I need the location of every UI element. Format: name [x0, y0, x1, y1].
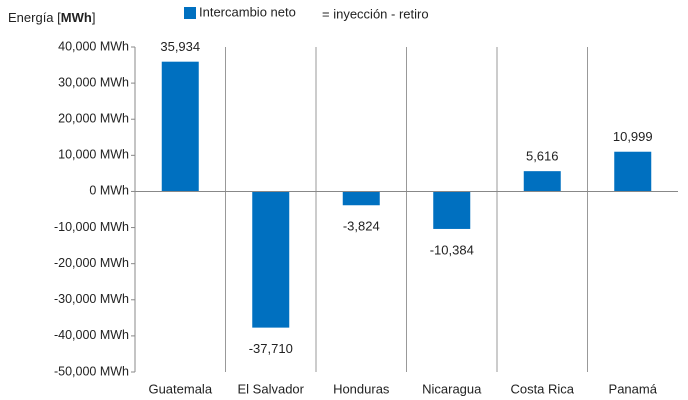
y-tick-label: 20,000 MWh — [58, 112, 129, 126]
legend-swatch — [184, 7, 196, 19]
annotation: = inyección - retiro — [322, 6, 429, 21]
bar — [161, 61, 199, 192]
y-tick-label: -50,000 MWh — [54, 364, 129, 378]
y-tick-label: -30,000 MWh — [54, 292, 129, 306]
bar — [342, 191, 380, 206]
bar — [523, 171, 561, 192]
bar — [252, 191, 290, 328]
data-label: -10,384 — [430, 242, 474, 257]
bar — [433, 191, 471, 229]
y-axis-label: Energía [MWh] — [8, 10, 95, 25]
data-label: 35,934 — [160, 39, 200, 54]
data-label: -3,824 — [343, 219, 380, 234]
y-tick-label: 30,000 MWh — [58, 75, 129, 89]
y-tick-label: -20,000 MWh — [54, 256, 129, 270]
bar — [614, 151, 652, 192]
y-tick-label: -40,000 MWh — [54, 328, 129, 342]
legend-label: Intercambio neto — [199, 4, 296, 19]
data-label: 5,616 — [526, 149, 559, 164]
x-tick-label: Nicaragua — [422, 381, 482, 396]
y-tick-label: 10,000 MWh — [58, 148, 129, 162]
x-tick-label: Honduras — [333, 381, 390, 396]
y-tick-label: 0 MWh — [89, 184, 129, 198]
x-tick-label: El Salvador — [238, 381, 305, 396]
x-tick-label: Panamá — [609, 381, 658, 396]
x-tick-label: Costa Rica — [510, 381, 574, 396]
x-tick-label: Guatemala — [148, 381, 212, 396]
y-tick-label: -10,000 MWh — [54, 220, 129, 234]
data-label: -37,710 — [249, 341, 293, 356]
y-tick-label: 40,000 MWh — [58, 39, 129, 53]
data-label: 10,999 — [613, 129, 653, 144]
